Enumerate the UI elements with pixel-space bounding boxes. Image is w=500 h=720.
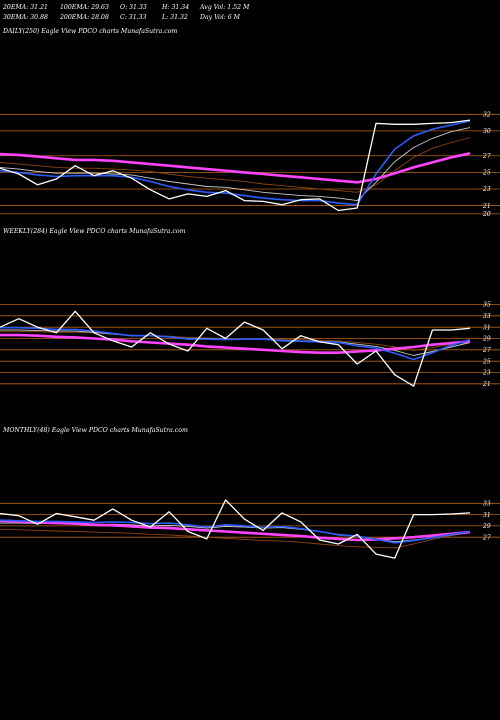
weekly-panel-title: WEEKLY(284) Eagle View PDCO charts Munaf…: [3, 228, 186, 235]
monthly-tick-label: 29: [482, 523, 491, 530]
daily-tick-label: 25: [482, 170, 491, 177]
high-label: H: 31.34: [161, 4, 189, 11]
weekly-price-line: [0, 310, 471, 387]
weekly-ema-mid_a-line: [0, 329, 471, 356]
monthly-panel: 33 31 29 27: [0, 499, 500, 559]
weekly-tick-label: 23: [482, 370, 491, 377]
low-label: L: 31.32: [161, 14, 188, 21]
daily-ema-short-line: [0, 120, 471, 206]
avg-vol-label: Avg Vol: 1.52 M: [199, 4, 250, 11]
weekly-ema-long-line: [0, 333, 471, 355]
weekly-panel: 35 33 31 29 27 25 23 21: [0, 302, 500, 388]
weekly-tick-label: 35: [483, 302, 491, 309]
weekly-tick-label: 25: [482, 358, 491, 365]
daily-tick-label: 20: [482, 211, 491, 218]
daily-tick-label: 21: [482, 203, 491, 210]
weekly-tick-label: 21: [482, 381, 491, 388]
daily-tick-label: 23: [482, 186, 491, 193]
ema200-label: 200EMA: 28.08: [59, 14, 109, 21]
daily-ema-mid_a-line: [0, 127, 471, 202]
monthly-ema-long-line: [0, 519, 471, 542]
daily-tick-label: 30: [483, 128, 491, 135]
daily-panel-title: DAILY(250) Eagle View PDCO charts Munafa…: [2, 28, 177, 35]
close-label: C: 31.33: [120, 14, 147, 21]
daily-tick-label: 32: [483, 111, 491, 118]
monthly-panel-title: MONTHLY(48) Eagle View PDCO charts Munaf…: [2, 427, 188, 434]
day-vol-label: Day Vol: 6 M: [199, 14, 241, 21]
monthly-tick-label: 27: [482, 534, 491, 541]
monthly-price-line: [0, 499, 471, 559]
ema30-label: 30EMA: 30.88: [3, 14, 48, 21]
weekly-tick-label: 29: [482, 336, 491, 343]
monthly-ema-mid_b-line: [0, 528, 471, 549]
daily-ema-long-line: [0, 152, 471, 184]
header-stats: 20EMA: 31.21 100EMA: 29.63 O: 31.33 H: 3…: [2, 4, 250, 21]
weekly-ema-short-line: [0, 326, 471, 361]
monthly-tick-label: 31: [483, 512, 491, 519]
weekly-tick-label: 27: [482, 347, 491, 354]
monthly-ema-short-line: [0, 519, 471, 544]
weekly-tick-label: 31: [483, 324, 491, 331]
weekly-ema-mid_b-line: [0, 331, 471, 351]
weekly-tick-label: 33: [483, 313, 491, 320]
daily-price-line: [0, 119, 471, 212]
daily-tick-label: 27: [482, 153, 491, 160]
open-label: O: 31.33: [120, 4, 147, 11]
ema20-label: 20EMA: 31.21: [2, 4, 48, 11]
monthly-tick-label: 33: [483, 500, 491, 507]
ema100-label: 100EMA: 29.63: [60, 4, 109, 11]
